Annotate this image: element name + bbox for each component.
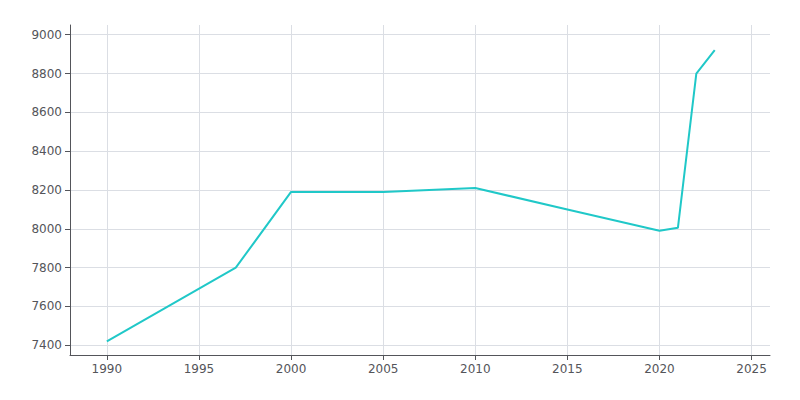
svg-text:2020: 2020 [644,362,675,376]
svg-text:2010: 2010 [460,362,491,376]
svg-text:7400: 7400 [31,338,62,352]
svg-text:8000: 8000 [31,222,62,236]
svg-text:7800: 7800 [31,261,62,275]
svg-text:2025: 2025 [736,362,767,376]
svg-text:2015: 2015 [552,362,583,376]
svg-text:2000: 2000 [276,362,307,376]
svg-text:8400: 8400 [31,144,62,158]
svg-text:9000: 9000 [31,28,62,42]
svg-text:2005: 2005 [368,362,399,376]
svg-text:8200: 8200 [31,183,62,197]
svg-text:1995: 1995 [184,362,215,376]
svg-text:1990: 1990 [92,362,123,376]
svg-text:7600: 7600 [31,299,62,313]
svg-text:8800: 8800 [31,67,62,81]
svg-text:8600: 8600 [31,105,62,119]
